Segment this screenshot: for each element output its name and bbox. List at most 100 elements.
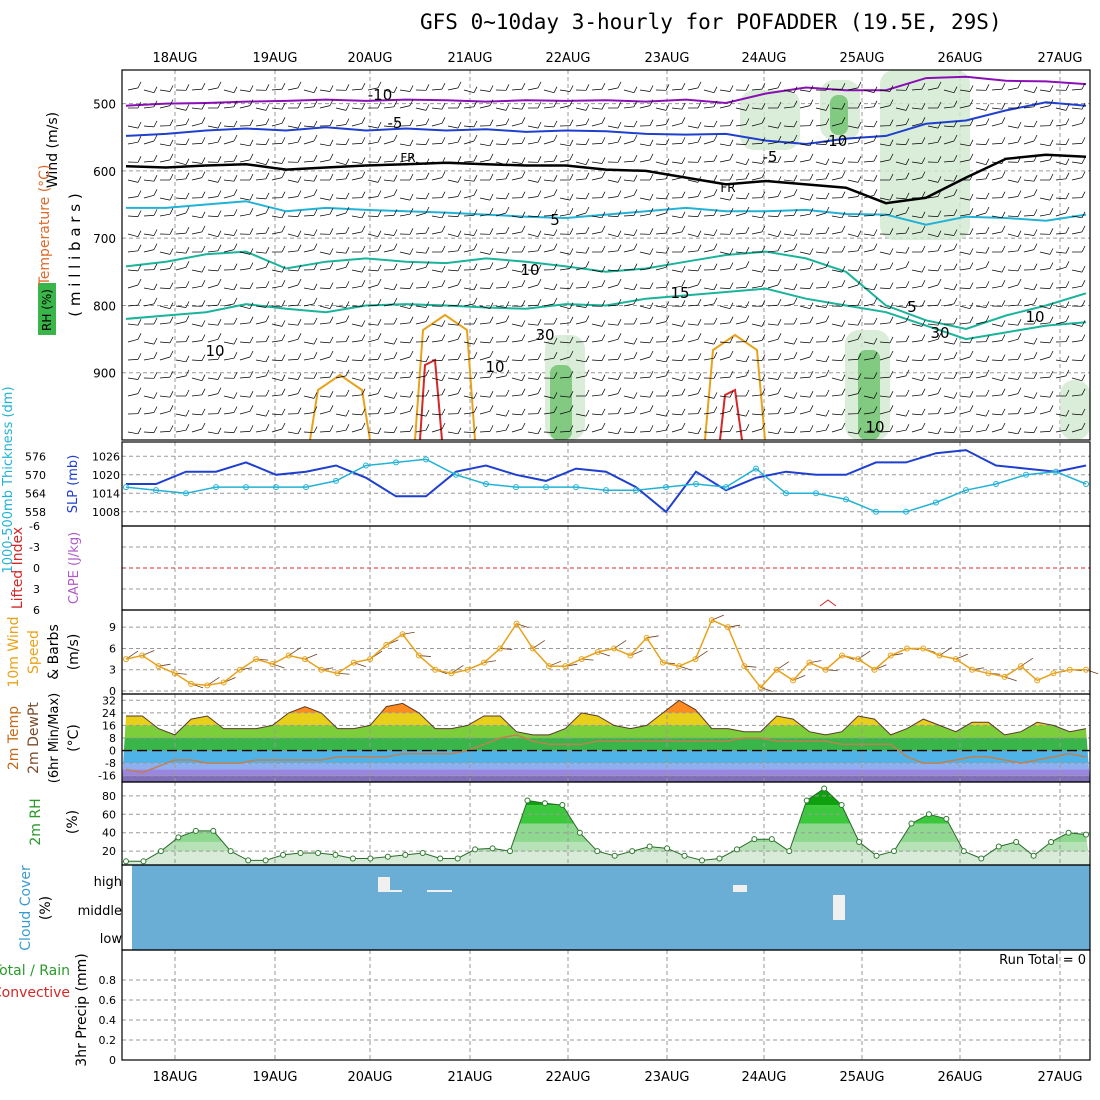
isotherm-15	[125, 287, 1087, 341]
cloud-level-label: high	[94, 875, 122, 890]
wind-barb-flag	[137, 190, 142, 197]
thickness-tick: 558	[25, 506, 46, 519]
wind-barb-flag	[521, 171, 526, 178]
wind-barb	[639, 322, 651, 325]
wind-barb-flag	[409, 282, 414, 289]
wind-barb-flag	[633, 134, 638, 142]
wind-barb-flag	[633, 352, 638, 359]
wind-barb-flag	[793, 283, 798, 290]
wind-barb-flag	[265, 424, 270, 431]
wind-barb-flag	[441, 265, 446, 273]
wind-speed-point	[985, 670, 992, 677]
wind-barb	[1039, 376, 1051, 379]
wind-barb-flag	[601, 408, 606, 416]
wind-barb-flag	[1049, 282, 1054, 289]
lifted-tick: -3	[29, 541, 40, 554]
wind-barb-flag	[793, 406, 798, 413]
contour-label: -10	[368, 86, 393, 104]
wind-barb-flag	[585, 369, 590, 377]
wind-barb	[271, 88, 283, 91]
wind-barb	[255, 287, 267, 289]
wind-barb-flag	[329, 119, 334, 126]
wind-barb	[527, 338, 539, 343]
wind-barb	[127, 87, 139, 91]
wind-barb	[847, 338, 859, 343]
wind-barb-flag	[1081, 171, 1086, 178]
wind-barb	[703, 303, 715, 307]
wind-barb	[1023, 215, 1035, 217]
wind-barb-flag	[793, 243, 798, 250]
wind-barb	[751, 122, 763, 127]
wind-barb-flag	[441, 388, 446, 395]
wind-barb	[159, 410, 171, 415]
wind-barb	[863, 106, 875, 109]
wind-barb	[415, 251, 427, 254]
wind-barb-flag	[633, 154, 638, 162]
wind-barb	[943, 140, 955, 145]
wind-barb-flag	[1065, 389, 1070, 397]
rh-point	[507, 848, 513, 855]
wind-barb	[751, 413, 763, 416]
wind-barb-flag	[1065, 192, 1070, 200]
wind-barb-flag	[969, 316, 974, 323]
wind-barb-flag	[953, 263, 958, 270]
wind-speed-point	[220, 679, 227, 686]
thickness-axis-label: 1000-500mb Thickness (dm)	[1, 386, 16, 573]
wind-barb-flag	[585, 206, 590, 214]
wind-barb-flag	[1033, 337, 1038, 345]
wind-barb-flag	[1033, 100, 1038, 107]
wind-barb	[303, 106, 315, 109]
wind-barb-flag	[361, 422, 366, 430]
wind-barb-flag	[553, 134, 558, 142]
wind-barb	[863, 140, 875, 145]
wind-barb-flag	[857, 264, 862, 272]
wind-barb-flag	[1033, 352, 1038, 359]
wind-barb-flag	[1065, 172, 1070, 179]
wind-barb-flag	[537, 210, 542, 217]
thickness-point	[333, 477, 339, 484]
wind-barb-10m	[581, 658, 594, 661]
temp-axis-label: 2m DewPt	[26, 702, 42, 774]
wind-barb-flag	[697, 176, 702, 183]
rh-point	[821, 785, 828, 792]
wind-barb-flag	[777, 176, 782, 183]
wind-barb-flag	[185, 172, 190, 179]
wind-barb-flag	[681, 408, 686, 416]
wind-barb-flag	[1049, 350, 1054, 358]
wind-barb	[271, 285, 283, 289]
wind-barb-flag	[409, 208, 414, 215]
wind-barb-flag	[457, 387, 462, 394]
wind-barb-flag	[425, 281, 430, 288]
warm-contour	[704, 333, 766, 441]
wind-barb-flag	[969, 139, 974, 146]
wind-barb-flag	[345, 118, 350, 125]
wind-barb	[271, 161, 283, 164]
wind-barb-flag	[713, 189, 718, 196]
pressure-tick: 600	[93, 165, 116, 179]
wind-barb	[559, 305, 571, 310]
wind-barb	[863, 215, 875, 217]
wind-barb-flag	[665, 409, 670, 417]
wind-barb-flag	[329, 282, 334, 289]
wind-barb	[767, 431, 779, 435]
wind-barb	[879, 431, 891, 433]
wind-barb-flag	[137, 278, 142, 286]
wind-barb	[671, 143, 683, 145]
wind-barb	[559, 197, 571, 201]
wind-barb-flag	[953, 229, 958, 236]
wind-barb-flag	[409, 336, 414, 344]
wind-barb	[495, 197, 507, 200]
wind-barb	[175, 429, 187, 433]
wind-barb	[399, 287, 411, 289]
wind-barb	[735, 251, 747, 254]
wind-barb-flag	[873, 134, 878, 142]
wind-barb-flag	[217, 264, 222, 272]
rh-point	[262, 857, 269, 864]
wind-barb	[495, 178, 507, 181]
wind-barb-flag	[313, 283, 318, 290]
wind-barb-flag	[553, 243, 558, 250]
wind-barb	[431, 215, 443, 219]
wind-barb	[575, 251, 587, 254]
wind-barb-flag	[713, 209, 718, 216]
wind-barb	[287, 179, 299, 183]
